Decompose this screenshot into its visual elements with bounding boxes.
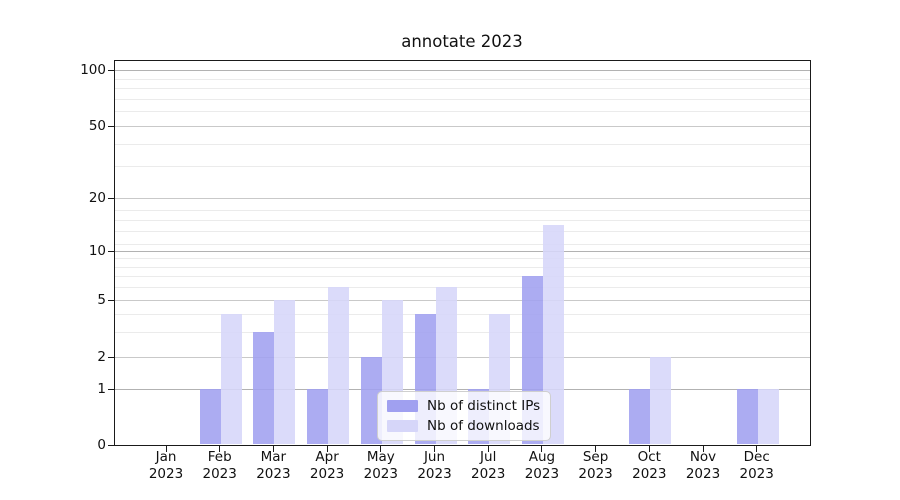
bar-downloads-dec [757, 389, 779, 444]
x-tick-label: Dec 2023 [739, 449, 774, 482]
x-tick-mark [434, 446, 435, 452]
gridline-minor [115, 111, 810, 113]
x-tick-label: Sep 2023 [578, 449, 613, 482]
gridline-major [115, 126, 810, 127]
gridline-minor [115, 143, 810, 145]
gridline-minor [115, 166, 810, 168]
gridline-minor [115, 276, 810, 278]
y-tick-mark [108, 388, 114, 390]
gridline-minor [115, 287, 810, 289]
gridline-minor [115, 219, 810, 221]
y-tick-label: 50 [88, 118, 106, 134]
gridline-major [115, 357, 810, 358]
x-tick-label: May 2023 [363, 449, 398, 482]
gridline-major [115, 300, 810, 301]
y-tick-label: 2 [97, 349, 106, 365]
y-tick-label: 20 [88, 190, 106, 206]
x-tick-label: Nov 2023 [685, 449, 721, 482]
bar-ips-apr [307, 389, 329, 444]
x-tick-mark [702, 446, 704, 452]
y-tick-mark [108, 250, 114, 252]
legend-label: Nb of downloads [427, 418, 540, 434]
x-tick-mark [165, 446, 167, 452]
x-tick-mark [756, 446, 758, 452]
gridline-minor [115, 78, 810, 80]
chart-title: annotate 2023 [401, 32, 523, 51]
bar-ips-may [360, 357, 382, 444]
x-tick-label: Jul 2023 [471, 449, 506, 482]
bar-downloads-aug [542, 225, 564, 444]
bar-downloads-mar [274, 300, 296, 444]
gridline-minor [115, 313, 810, 315]
gridline-minor [115, 243, 810, 245]
x-tick-mark [272, 446, 274, 452]
legend-swatch-ips [387, 399, 418, 413]
gridline-major [115, 198, 810, 199]
y-tick-mark [108, 444, 114, 446]
x-tick-mark [487, 446, 489, 452]
legend-swatch-downloads [387, 419, 418, 433]
plot-area: Nb of distinct IPs Nb of downloads [114, 60, 811, 446]
y-tick-mark [108, 125, 114, 127]
y-tick-label: 0 [97, 437, 106, 453]
y-tick-mark [108, 356, 114, 358]
x-tick-mark [326, 446, 328, 452]
gridline-minor [115, 98, 810, 100]
bar-downloads-oct [650, 357, 672, 444]
y-tick-label: 1 [97, 381, 106, 397]
x-tick-label: Jun 2023 [417, 449, 452, 482]
x-tick-mark [219, 446, 221, 452]
bar-ips-oct [629, 389, 651, 444]
x-tick-label: Oct 2023 [632, 449, 667, 482]
bar-downloads-feb [220, 313, 242, 444]
gridline-major [115, 251, 810, 252]
gridline-minor [115, 258, 810, 260]
legend-label: Nb of distinct IPs [427, 398, 541, 414]
y-tick-label: 10 [88, 243, 106, 259]
gridline-major [115, 70, 810, 71]
bar-ips-dec [736, 389, 758, 444]
x-tick-mark [595, 446, 597, 452]
x-tick-label: Jan 2023 [148, 449, 184, 482]
x-tick-label: Feb 2023 [202, 449, 237, 482]
y-tick-label: 100 [80, 62, 106, 78]
y-tick-mark [108, 299, 114, 301]
x-tick-label: Mar 2023 [256, 449, 291, 482]
bar-ips-feb [199, 389, 221, 444]
legend: Nb of distinct IPs Nb of downloads [377, 391, 552, 441]
legend-item: Nb of downloads [387, 418, 540, 434]
bar-ips-mar [253, 331, 275, 444]
gridline-minor [115, 331, 810, 333]
y-tick-mark [108, 69, 114, 71]
legend-item: Nb of distinct IPs [387, 398, 540, 414]
y-tick-label: 5 [97, 292, 106, 308]
gridline-minor [115, 210, 810, 212]
x-tick-label: Aug 2023 [524, 449, 560, 482]
bar-downloads-apr [328, 287, 350, 444]
gridline-minor [115, 230, 810, 232]
x-tick-label: Apr 2023 [309, 449, 345, 482]
gridline-minor [115, 88, 810, 90]
y-tick-mark [108, 197, 114, 199]
x-tick-mark [380, 446, 382, 452]
gridline-major [115, 389, 810, 390]
gridline-minor [115, 266, 810, 268]
x-tick-mark [648, 446, 650, 452]
x-tick-mark [541, 446, 543, 452]
